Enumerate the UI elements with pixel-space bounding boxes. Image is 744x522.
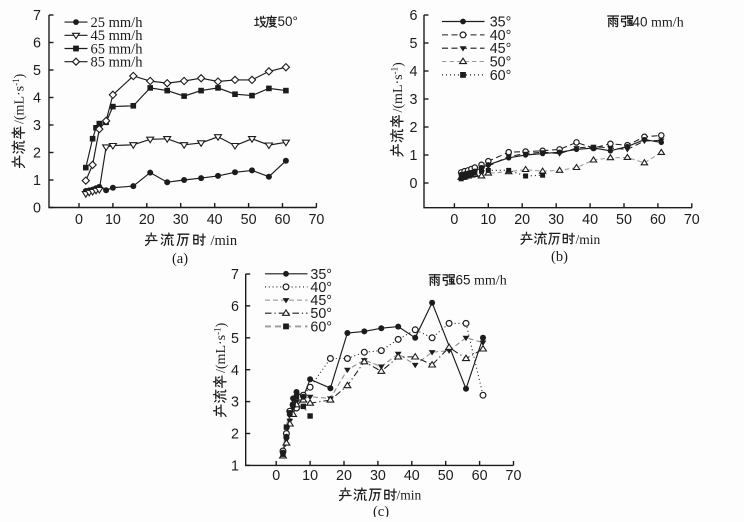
- svg-text:4: 4: [33, 91, 41, 107]
- svg-text:60: 60: [472, 468, 488, 484]
- svg-text:6: 6: [410, 8, 418, 24]
- svg-text:3: 3: [410, 92, 418, 108]
- svg-text:45 mm/h: 45 mm/h: [91, 28, 144, 44]
- svg-text:85 mm/h: 85 mm/h: [91, 55, 144, 71]
- svg-text:2: 2: [33, 146, 41, 162]
- svg-text:40: 40: [207, 212, 223, 228]
- svg-text:0: 0: [75, 212, 83, 228]
- svg-text:35°: 35°: [310, 267, 332, 283]
- svg-text:3: 3: [33, 118, 41, 134]
- svg-text:20: 20: [336, 468, 352, 484]
- svg-text:10: 10: [105, 212, 121, 228]
- svg-text:(a): (a): [172, 251, 188, 267]
- svg-text:20: 20: [514, 212, 530, 228]
- svg-text:0: 0: [410, 176, 418, 192]
- svg-text:65 mm/h: 65 mm/h: [456, 273, 507, 289]
- svg-text:65 mm/h: 65 mm/h: [91, 41, 144, 57]
- svg-text:40°: 40°: [490, 28, 512, 44]
- svg-text:50: 50: [241, 212, 257, 228]
- svg-text:/min: /min: [397, 488, 422, 503]
- svg-text:70: 70: [506, 468, 522, 484]
- svg-text:60: 60: [275, 212, 291, 228]
- svg-text:5: 5: [231, 331, 239, 347]
- svg-text:5: 5: [410, 36, 418, 52]
- svg-text:(c): (c): [373, 504, 389, 517]
- svg-text:50: 50: [438, 468, 454, 484]
- svg-text:/min: /min: [211, 233, 238, 249]
- svg-text:30: 30: [548, 212, 564, 228]
- svg-text:50: 50: [616, 212, 632, 228]
- svg-text:40 mm/h: 40 mm/h: [633, 15, 684, 31]
- svg-text:40: 40: [582, 212, 598, 228]
- svg-text:45°: 45°: [490, 41, 512, 57]
- svg-text:30: 30: [173, 212, 189, 228]
- svg-text:0: 0: [272, 468, 280, 484]
- svg-text:/(mL·s-1): /(mL·s-1): [11, 73, 28, 124]
- svg-text:0: 0: [450, 212, 458, 228]
- svg-text:70: 70: [684, 212, 700, 228]
- svg-text:60°: 60°: [490, 68, 512, 84]
- svg-text:6: 6: [231, 299, 239, 315]
- svg-text:45°: 45°: [310, 293, 332, 309]
- svg-text:4: 4: [231, 363, 239, 379]
- svg-text:3: 3: [231, 395, 239, 411]
- svg-text:50°: 50°: [278, 14, 298, 29]
- svg-text:1: 1: [410, 148, 418, 164]
- svg-text:(b): (b): [551, 249, 568, 265]
- svg-text:/min: /min: [576, 232, 601, 247]
- svg-text:40°: 40°: [310, 280, 332, 296]
- svg-text:4: 4: [410, 64, 418, 80]
- svg-text:60°: 60°: [310, 319, 332, 335]
- svg-text:40: 40: [404, 468, 420, 484]
- svg-text:1: 1: [33, 173, 41, 189]
- svg-text:50°: 50°: [310, 306, 332, 322]
- svg-text:70: 70: [308, 212, 324, 228]
- svg-text:/(mL·s-1): /(mL·s-1): [213, 322, 230, 373]
- svg-text:7: 7: [231, 267, 239, 283]
- svg-text:25 mm/h: 25 mm/h: [91, 15, 144, 31]
- svg-text:10: 10: [302, 468, 318, 484]
- svg-text:35°: 35°: [490, 15, 512, 31]
- svg-text:30: 30: [370, 468, 386, 484]
- svg-text:20: 20: [139, 212, 155, 228]
- svg-text:1: 1: [231, 459, 239, 475]
- svg-text:/(mL·s-1): /(mL·s-1): [390, 62, 407, 113]
- svg-text:5: 5: [33, 63, 41, 79]
- svg-text:10: 10: [480, 212, 496, 228]
- svg-text:6: 6: [33, 36, 41, 52]
- svg-text:0: 0: [33, 201, 41, 217]
- svg-text:60: 60: [650, 212, 666, 228]
- svg-text:2: 2: [231, 427, 239, 443]
- svg-text:7: 7: [33, 8, 41, 24]
- svg-text:50°: 50°: [490, 55, 512, 71]
- svg-text:2: 2: [410, 120, 418, 136]
